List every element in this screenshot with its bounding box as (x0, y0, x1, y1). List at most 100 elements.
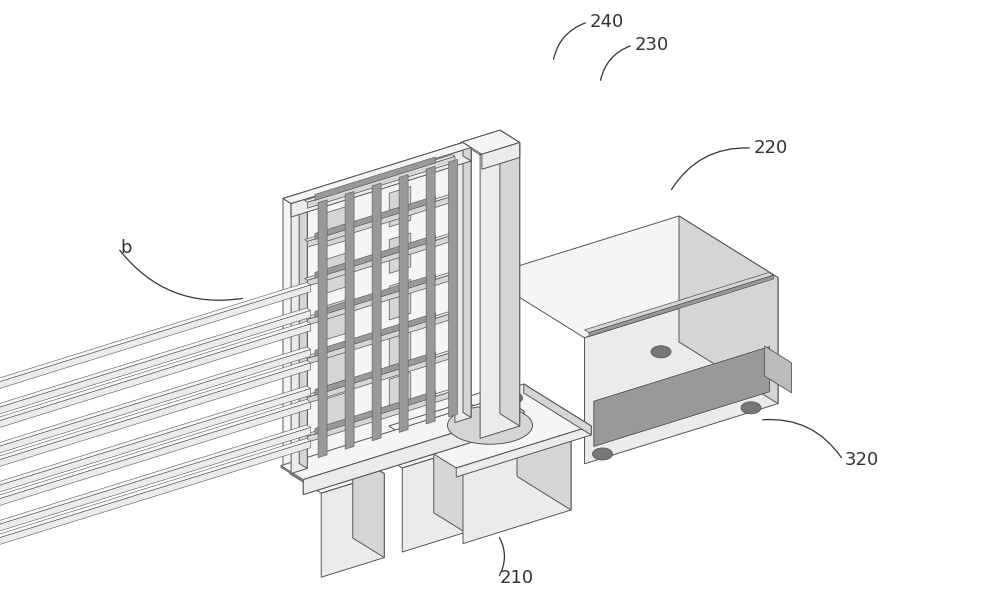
Polygon shape (594, 347, 769, 446)
Polygon shape (315, 157, 436, 200)
Polygon shape (462, 387, 520, 411)
Polygon shape (584, 278, 778, 464)
Polygon shape (0, 347, 311, 489)
Ellipse shape (503, 392, 522, 404)
Polygon shape (389, 326, 411, 367)
Polygon shape (500, 130, 520, 426)
Polygon shape (447, 143, 471, 152)
Polygon shape (389, 384, 591, 468)
FancyArrowPatch shape (554, 23, 585, 59)
Polygon shape (449, 159, 458, 417)
Text: 220: 220 (754, 139, 788, 157)
Polygon shape (0, 285, 311, 431)
Polygon shape (679, 216, 778, 404)
Polygon shape (326, 345, 348, 386)
Polygon shape (0, 310, 311, 457)
Polygon shape (318, 200, 327, 457)
Polygon shape (307, 234, 455, 286)
Polygon shape (409, 401, 571, 469)
Polygon shape (389, 280, 411, 320)
Polygon shape (283, 143, 463, 468)
Polygon shape (307, 156, 455, 208)
Polygon shape (353, 454, 384, 558)
Polygon shape (0, 308, 311, 450)
Polygon shape (283, 143, 471, 203)
Polygon shape (372, 183, 381, 441)
Polygon shape (389, 233, 411, 273)
FancyArrowPatch shape (601, 46, 630, 80)
Polygon shape (589, 275, 774, 336)
Polygon shape (281, 399, 524, 481)
Ellipse shape (448, 406, 532, 444)
Polygon shape (315, 391, 436, 434)
Polygon shape (303, 413, 524, 495)
Polygon shape (389, 186, 411, 227)
Polygon shape (0, 363, 311, 509)
Polygon shape (0, 388, 311, 535)
Polygon shape (456, 426, 591, 477)
Polygon shape (402, 448, 465, 552)
Polygon shape (463, 143, 471, 161)
Polygon shape (299, 194, 307, 468)
Polygon shape (463, 143, 471, 417)
Text: 320: 320 (845, 451, 879, 469)
Polygon shape (307, 390, 455, 442)
Polygon shape (307, 195, 455, 247)
Polygon shape (0, 350, 311, 495)
Polygon shape (0, 402, 311, 548)
Text: b: b (120, 239, 132, 257)
Text: 230: 230 (635, 36, 669, 54)
Polygon shape (326, 253, 348, 293)
Ellipse shape (592, 448, 612, 460)
Polygon shape (426, 166, 435, 424)
Polygon shape (501, 397, 524, 426)
Polygon shape (326, 299, 348, 339)
Polygon shape (524, 384, 591, 435)
Polygon shape (283, 194, 307, 203)
Polygon shape (0, 283, 311, 425)
Polygon shape (434, 429, 465, 532)
Polygon shape (305, 155, 455, 202)
Polygon shape (482, 399, 520, 424)
Polygon shape (307, 273, 455, 325)
Text: 240: 240 (590, 13, 624, 31)
Polygon shape (594, 347, 769, 446)
Polygon shape (584, 272, 774, 333)
Polygon shape (305, 350, 455, 397)
Polygon shape (321, 474, 384, 577)
Polygon shape (315, 196, 436, 240)
Polygon shape (305, 388, 455, 436)
Text: 210: 210 (500, 569, 534, 587)
Polygon shape (0, 361, 311, 502)
Polygon shape (0, 321, 311, 463)
Polygon shape (305, 194, 455, 241)
Polygon shape (482, 143, 520, 169)
Polygon shape (305, 233, 455, 280)
Polygon shape (305, 310, 455, 358)
Polygon shape (305, 272, 455, 319)
Polygon shape (303, 411, 524, 495)
Ellipse shape (741, 402, 761, 414)
Polygon shape (389, 373, 411, 413)
Polygon shape (463, 435, 571, 544)
Polygon shape (0, 428, 311, 574)
Polygon shape (326, 392, 348, 433)
Polygon shape (0, 399, 311, 541)
Polygon shape (462, 130, 520, 154)
Polygon shape (0, 441, 311, 587)
Polygon shape (281, 397, 524, 480)
Polygon shape (0, 386, 311, 528)
Polygon shape (455, 148, 471, 422)
Polygon shape (517, 401, 571, 510)
Polygon shape (315, 274, 436, 318)
Polygon shape (315, 235, 436, 278)
FancyArrowPatch shape (499, 537, 504, 575)
Polygon shape (765, 346, 792, 393)
Ellipse shape (651, 346, 671, 358)
Polygon shape (315, 313, 436, 356)
Polygon shape (291, 148, 471, 217)
Polygon shape (345, 191, 354, 450)
Polygon shape (291, 198, 307, 474)
Polygon shape (501, 399, 524, 426)
Polygon shape (0, 425, 311, 567)
